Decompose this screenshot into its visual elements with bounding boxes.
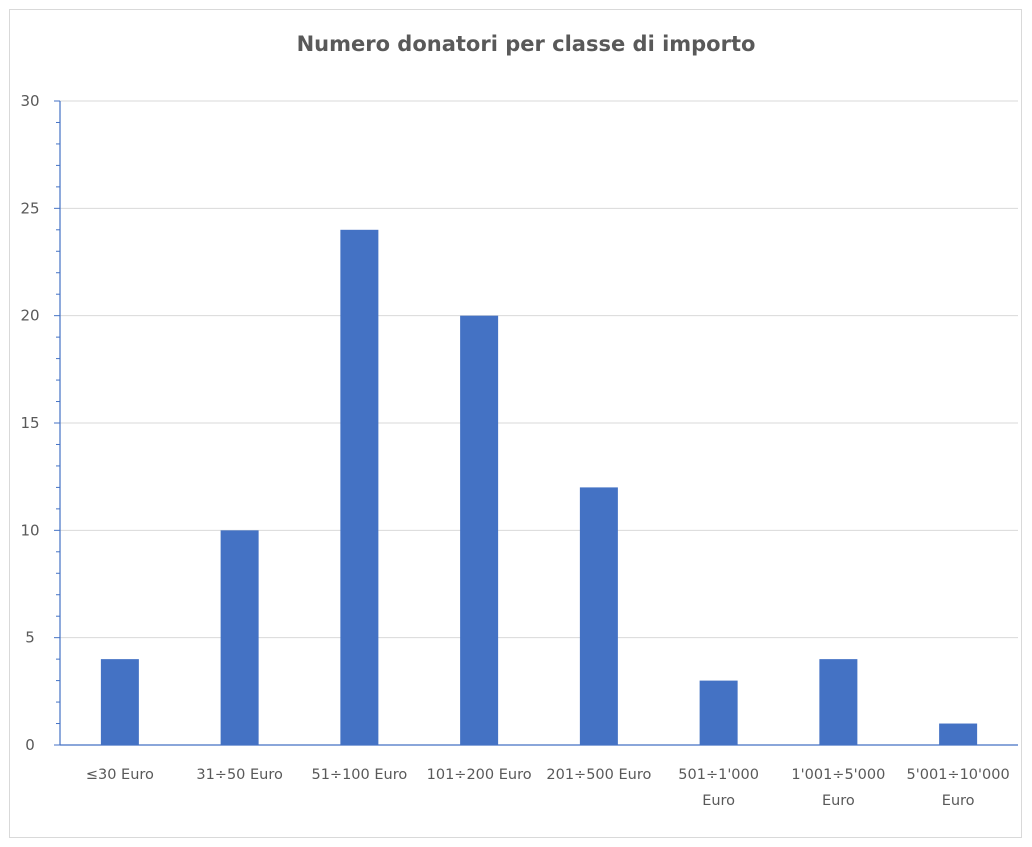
bar	[579, 487, 618, 745]
x-category-label: 5'001÷10'000 Euro	[907, 767, 1010, 809]
bar	[100, 659, 139, 745]
x-category-label: 101÷200 Euro	[427, 767, 532, 783]
x-category-labels: ≤30 Euro 31÷50 Euro 51÷100 Euro 101÷200 Eur…	[86, 767, 1010, 809]
bar	[819, 659, 858, 745]
bar	[699, 680, 738, 745]
x-category-label: 201÷500 Euro	[546, 767, 651, 783]
x-category-label: 51÷100 Euro	[311, 767, 407, 783]
y-tick-label: 25	[20, 199, 39, 217]
x-category-label-line: Euro	[942, 793, 975, 809]
y-tick-label: 10	[20, 521, 39, 539]
x-category-label-line: 31÷50 Euro	[196, 767, 283, 783]
x-category-label-line: 1'001÷5'000	[791, 767, 885, 783]
x-category-label: 501÷1'000 Euro	[678, 767, 759, 809]
x-category-label-line: Euro	[822, 793, 855, 809]
x-category-label-line: 51÷100 Euro	[311, 767, 407, 783]
axes	[54, 100, 1018, 746]
chart-title: Numero donatori per classe di importo	[297, 32, 756, 56]
y-tick-label: 20	[20, 307, 39, 325]
x-category-label: 31÷50 Euro	[196, 767, 283, 783]
x-category-label: ≤30 Euro	[86, 767, 154, 783]
x-category-label-line: ≤30 Euro	[86, 767, 154, 783]
bar	[460, 315, 499, 745]
bar	[939, 723, 978, 745]
bar	[340, 229, 379, 746]
x-category-label-line: 101÷200 Euro	[427, 767, 532, 783]
x-category-label-line: 501÷1'000	[678, 767, 759, 783]
y-tick-label: 15	[20, 414, 39, 432]
x-category-label: 1'001÷5'000 Euro	[791, 767, 885, 809]
gridlines	[60, 100, 1018, 639]
y-tick-labels: 0 5 10 15 20 25 30	[20, 92, 39, 754]
x-category-label-line: 201÷500 Euro	[546, 767, 651, 783]
y-tick-label: 0	[25, 736, 35, 754]
bars	[100, 229, 978, 746]
y-tick-label: 30	[20, 92, 39, 110]
bar	[220, 530, 259, 745]
y-tick-label: 5	[25, 629, 35, 647]
x-category-label-line: Euro	[702, 793, 735, 809]
x-category-label-line: 5'001÷10'000	[907, 767, 1010, 783]
